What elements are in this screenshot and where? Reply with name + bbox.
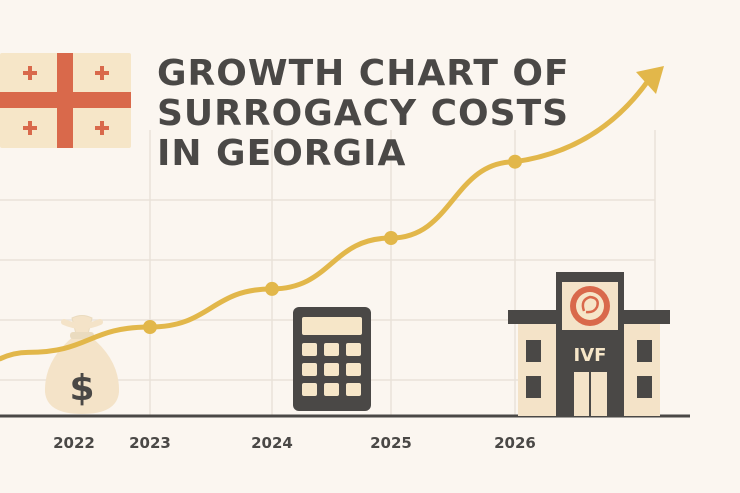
chart-title-line-2: SURROGACY COSTS <box>157 93 570 134</box>
ivf-label: IVF <box>574 345 607 366</box>
x-tick-2024: 2024 <box>251 434 293 452</box>
calculator-icon <box>293 307 371 411</box>
data-point-2026 <box>508 154 522 169</box>
x-tick-2023: 2023 <box>129 434 171 452</box>
money-bag-symbol: $ <box>69 368 94 409</box>
money-bag-icon: $ <box>44 315 120 414</box>
x-tick-2026: 2026 <box>494 434 536 452</box>
georgia-flag <box>0 53 131 148</box>
trend-arrowhead <box>636 66 664 94</box>
series-cost-trend <box>0 66 664 362</box>
data-point-2025 <box>384 231 398 245</box>
data-point-2024 <box>265 281 279 296</box>
x-tick-2025: 2025 <box>370 434 412 452</box>
x-axis-ticks: 2022 2023 2024 2025 2026 <box>53 434 536 452</box>
chart-title-line-3: IN GEORGIA <box>157 133 407 174</box>
x-tick-2022: 2022 <box>53 434 95 452</box>
ivf-clinic-building: IVF <box>508 272 670 416</box>
data-point-2023 <box>143 320 157 334</box>
chart-title-line-1: GROWTH CHART OF <box>157 53 570 94</box>
